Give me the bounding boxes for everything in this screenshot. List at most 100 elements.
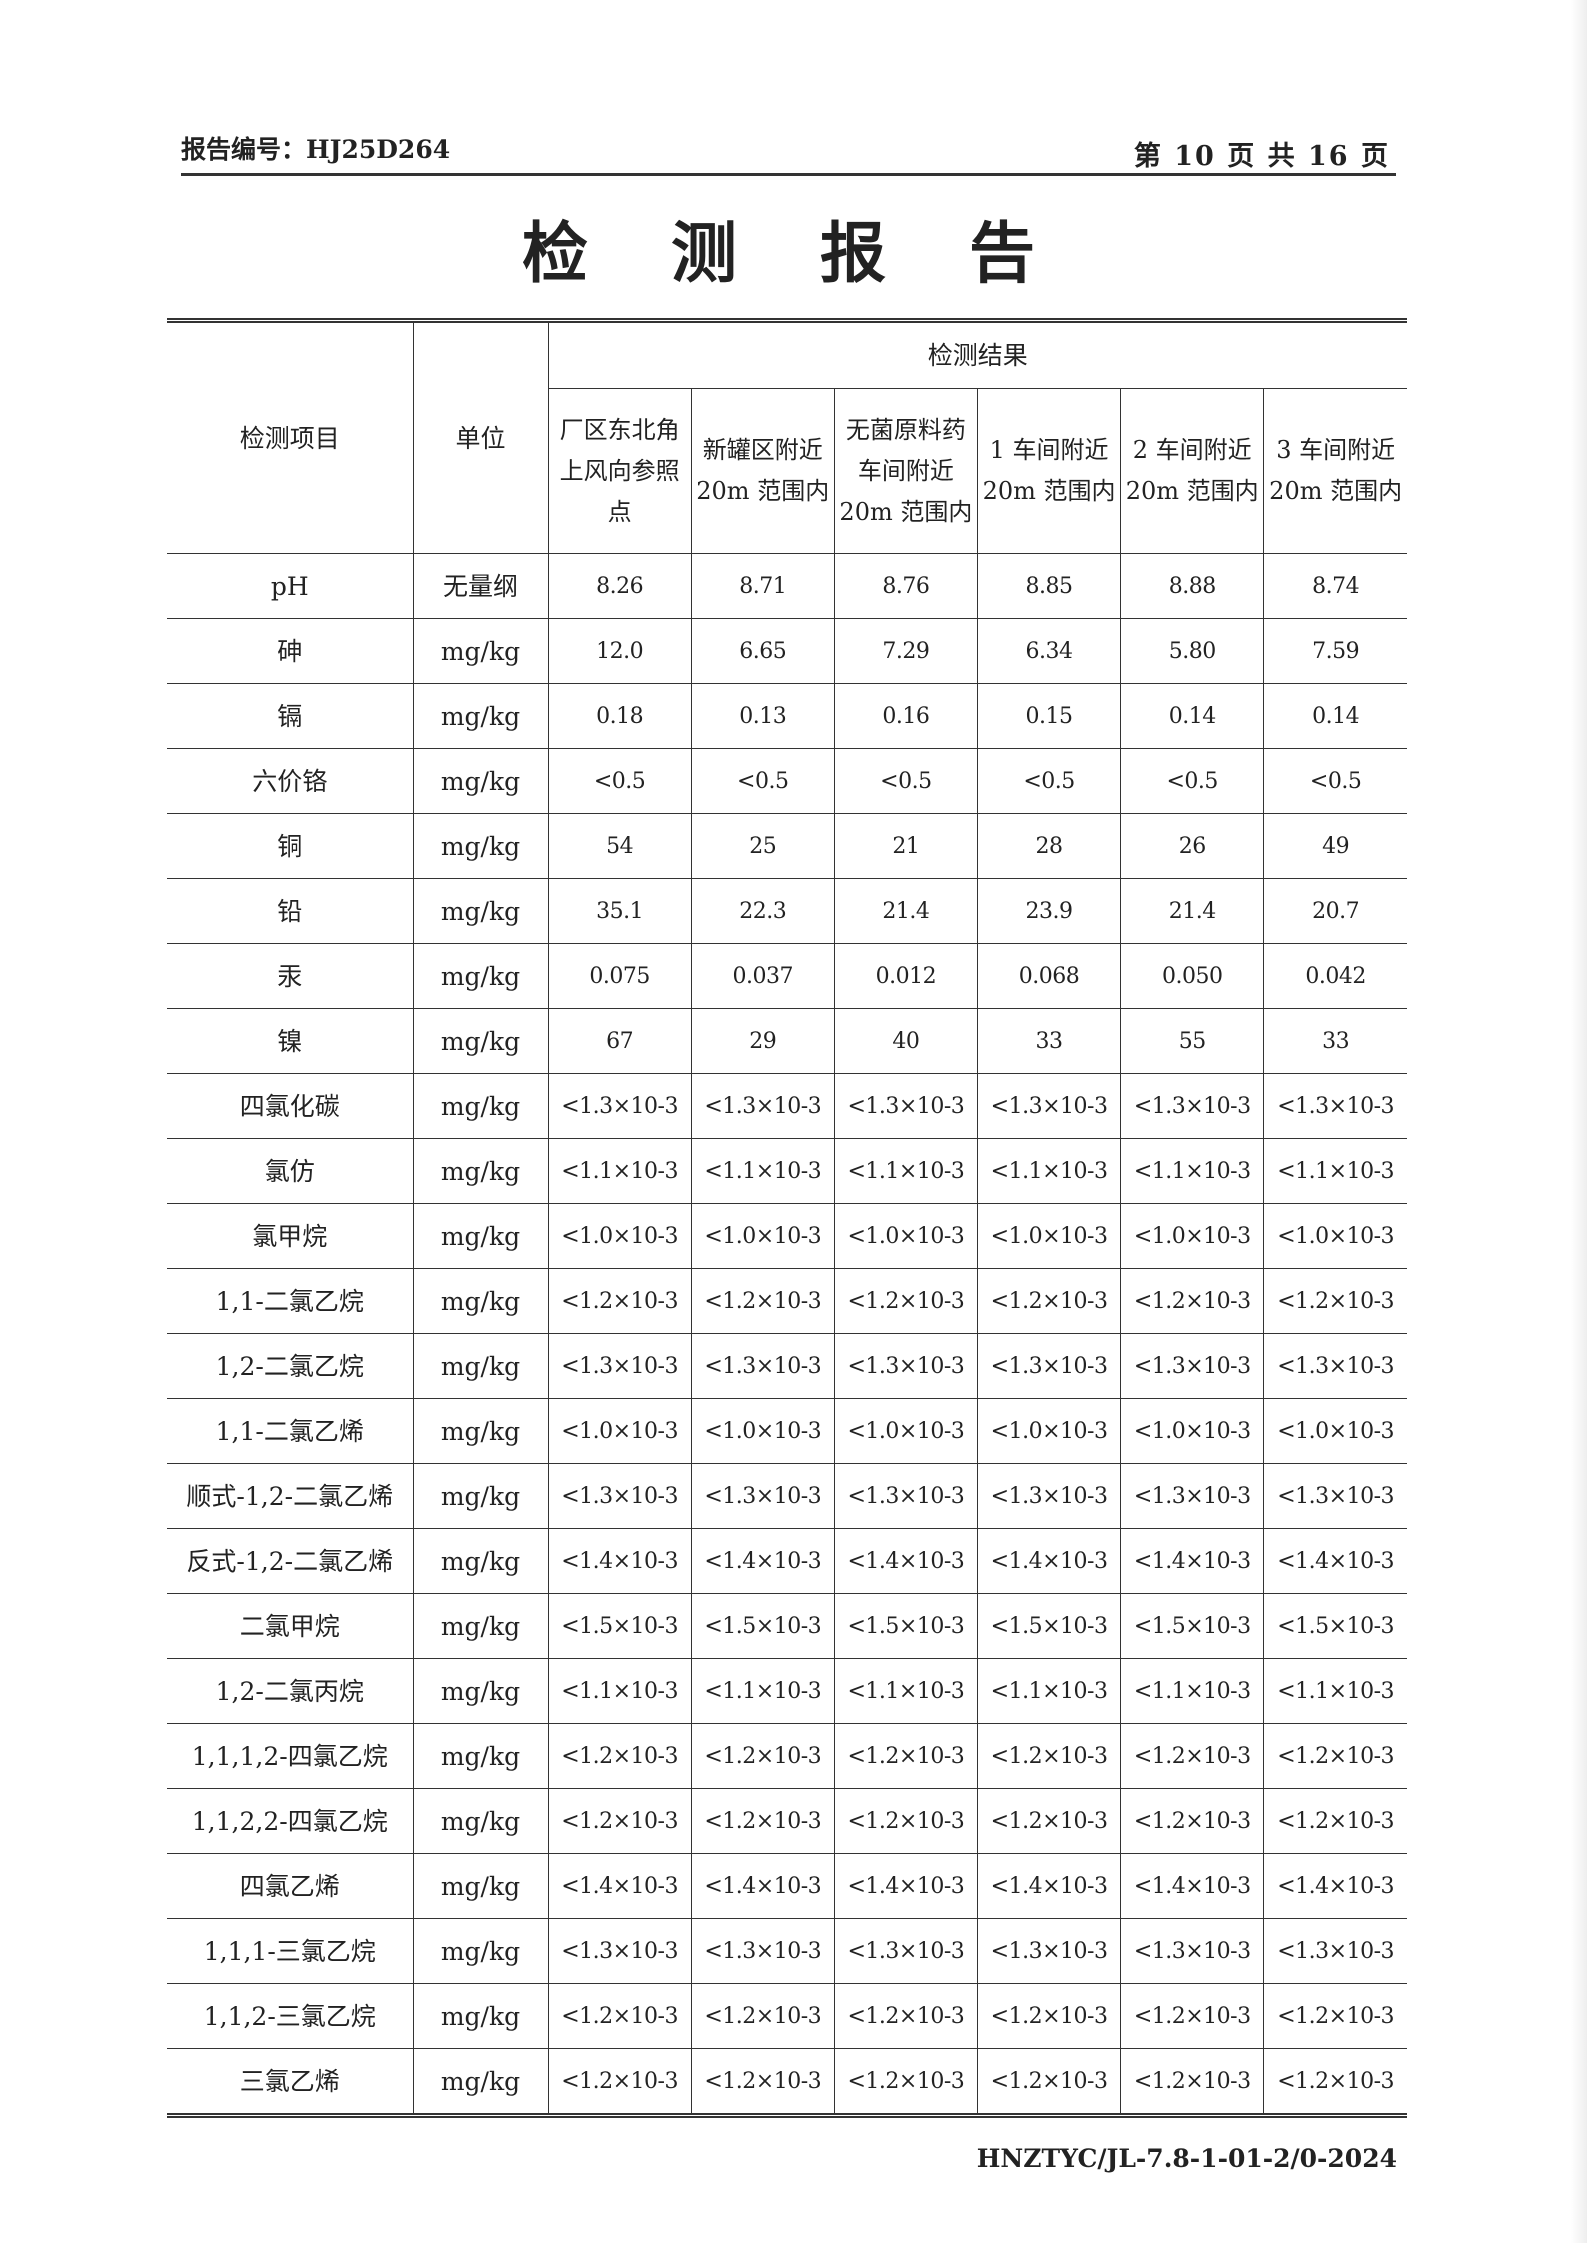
form-code: HNZTYC/JL-7.8-1-01-2/0-2024 (976, 2144, 1397, 2173)
value-cell: 29 (690, 1008, 835, 1074)
unit-cell: mg/kg (412, 1463, 549, 1529)
value-cell: 28 (976, 813, 1122, 879)
page-indicator: 第 10 页 共 16 页 (1133, 141, 1390, 172)
value-cell: <1.0×10-3 (690, 1203, 835, 1269)
value-cell: 0.15 (976, 683, 1122, 749)
value-cell: <1.1×10-3 (976, 1658, 1122, 1724)
value-cell: 20.7 (1263, 878, 1407, 944)
item-cell: 三氯乙烯 (167, 2048, 414, 2116)
value-cell: <1.0×10-3 (833, 1203, 978, 1269)
value-cell: <1.2×10-3 (1263, 2048, 1407, 2116)
value-cell: <1.4×10-3 (833, 1528, 978, 1594)
value-cell: <1.1×10-3 (1120, 1138, 1265, 1204)
value-cell: <1.2×10-3 (1263, 1268, 1407, 1334)
table-row: 1,1,2-三氯乙烷 mg/kg <1.2×10-3 <1.2×10-3 <1.2×10… (167, 1983, 1407, 2049)
value-cell: 7.59 (1263, 618, 1407, 684)
value-cell: 6.65 (690, 618, 835, 684)
scan-edge (1571, 0, 1587, 2243)
item-cell: 1,2-二氯乙烷 (167, 1333, 414, 1399)
table-row: 砷 mg/kg 12.0 6.65 7.29 6.34 5.80 7.59 (167, 618, 1407, 684)
unit-cell: mg/kg (412, 1138, 549, 1204)
table-row: 氯甲烷 mg/kg <1.0×10-3 <1.0×10-3 <1.0×10-3 <1.0×… (167, 1203, 1407, 1269)
value-cell: <1.2×10-3 (1263, 1723, 1407, 1789)
unit-cell: mg/kg (412, 2048, 549, 2116)
value-cell: <1.2×10-3 (833, 2048, 978, 2116)
item-cell: 铅 (167, 878, 414, 944)
unit-cell: mg/kg (412, 1593, 549, 1659)
unit-cell: mg/kg (412, 1398, 549, 1464)
value-cell: <1.2×10-3 (547, 1723, 692, 1789)
value-cell: <1.3×10-3 (976, 1918, 1122, 1984)
value-cell: <1.2×10-3 (690, 1723, 835, 1789)
value-cell: <1.0×10-3 (976, 1398, 1122, 1464)
unit-cell: mg/kg (412, 618, 549, 684)
value-cell: 22.3 (690, 878, 835, 944)
site-header: 3 车间附近 20m 范围内 (1263, 388, 1407, 554)
unit-cell: mg/kg (412, 1658, 549, 1724)
value-cell: <1.2×10-3 (547, 1268, 692, 1334)
value-cell: 23.9 (976, 878, 1122, 944)
value-cell: 40 (833, 1008, 978, 1074)
value-cell: <1.3×10-3 (547, 1073, 692, 1139)
unit-cell: mg/kg (412, 1268, 549, 1334)
item-cell: 1,1,2-三氯乙烷 (167, 1983, 414, 2049)
value-cell: 0.13 (690, 683, 835, 749)
table-row: 反式-1,2-二氯乙烯 mg/kg <1.4×10-3 <1.4×10-3 <1.4×1… (167, 1528, 1407, 1594)
value-cell: <1.2×10-3 (976, 1983, 1122, 2049)
table-row: 1,1,1-三氯乙烷 mg/kg <1.3×10-3 <1.3×10-3 <1.3×10… (167, 1918, 1407, 1984)
value-cell: <1.2×10-3 (833, 1983, 978, 2049)
unit-cell: mg/kg (412, 1333, 549, 1399)
value-cell: <1.5×10-3 (690, 1593, 835, 1659)
value-cell: <1.4×10-3 (547, 1528, 692, 1594)
value-cell: <1.2×10-3 (1120, 1788, 1265, 1854)
value-cell: <1.3×10-3 (690, 1918, 835, 1984)
value-cell: <1.4×10-3 (690, 1853, 835, 1919)
unit-cell: mg/kg (412, 683, 549, 749)
item-cell: 砷 (167, 618, 414, 684)
table-row: 顺式-1,2-二氯乙烯 mg/kg <1.3×10-3 <1.3×10-3 <1.3×1… (167, 1463, 1407, 1529)
value-cell: 0.068 (976, 943, 1122, 1009)
table-row: 氯仿 mg/kg <1.1×10-3 <1.1×10-3 <1.1×10-3 <1.1×1… (167, 1138, 1407, 1204)
value-cell: <1.2×10-3 (690, 1268, 835, 1334)
item-cell: 二氯甲烷 (167, 1593, 414, 1659)
value-cell: <1.3×10-3 (547, 1333, 692, 1399)
value-cell: 25 (690, 813, 835, 879)
site-header: 无菌原料药车间附近 20m 范围内 (833, 388, 978, 554)
table-row: 镍 mg/kg 67 29 40 33 55 33 (167, 1008, 1407, 1074)
value-cell: 0.042 (1263, 943, 1407, 1009)
value-cell: <1.3×10-3 (547, 1918, 692, 1984)
item-cell: 四氯乙烯 (167, 1853, 414, 1919)
report-number: 报告编号：HJ25D264 (181, 135, 451, 164)
value-cell: <1.3×10-3 (1263, 1333, 1407, 1399)
value-cell: <1.4×10-3 (547, 1853, 692, 1919)
value-cell: <1.5×10-3 (833, 1593, 978, 1659)
header-divider (181, 173, 1396, 176)
value-cell: 8.26 (547, 553, 692, 619)
table-row: 镉 mg/kg 0.18 0.13 0.16 0.15 0.14 0.14 (167, 683, 1407, 749)
unit-cell: mg/kg (412, 1983, 549, 2049)
table-row: 六价铬 mg/kg <0.5 <0.5 <0.5 <0.5 <0.5 <0.5 (167, 748, 1407, 814)
value-cell: <1.4×10-3 (690, 1528, 835, 1594)
value-cell: <1.2×10-3 (690, 1983, 835, 2049)
table-row: 四氯化碳 mg/kg <1.3×10-3 <1.3×10-3 <1.3×10-3 <1.3… (167, 1073, 1407, 1139)
item-cell: 铜 (167, 813, 414, 879)
value-cell: <1.2×10-3 (547, 1983, 692, 2049)
value-cell: <1.1×10-3 (833, 1138, 978, 1204)
value-cell: 5.80 (1120, 618, 1265, 684)
value-cell: 21.4 (1120, 878, 1265, 944)
value-cell: 0.012 (833, 943, 978, 1009)
value-cell: <1.2×10-3 (1120, 2048, 1265, 2116)
value-cell: 26 (1120, 813, 1265, 879)
value-cell: 0.075 (547, 943, 692, 1009)
value-cell: 6.34 (976, 618, 1122, 684)
table-row: 二氯甲烷 mg/kg <1.5×10-3 <1.5×10-3 <1.5×10-3 <1.5… (167, 1593, 1407, 1659)
value-cell: <1.0×10-3 (1120, 1203, 1265, 1269)
value-cell: <1.3×10-3 (690, 1463, 835, 1529)
unit-cell: mg/kg (412, 1073, 549, 1139)
item-cell: 1,1,1,2-四氯乙烷 (167, 1723, 414, 1789)
item-cell: 六价铬 (167, 748, 414, 814)
item-cell: 汞 (167, 943, 414, 1009)
item-cell: 氯甲烷 (167, 1203, 414, 1269)
site-header: 2 车间附近 20m 范围内 (1120, 388, 1265, 554)
value-cell: 54 (547, 813, 692, 879)
